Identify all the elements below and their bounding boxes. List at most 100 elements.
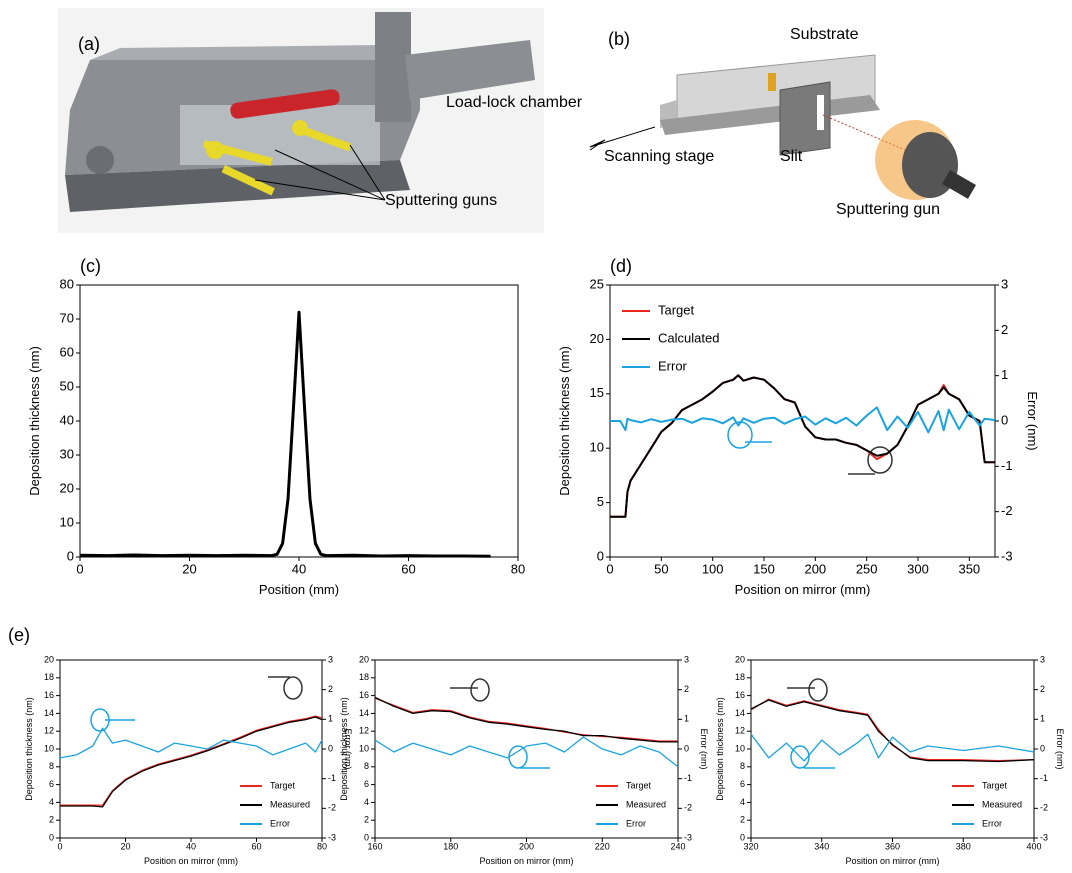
y-tick-label: 40 bbox=[60, 412, 74, 427]
legend-label: Error bbox=[982, 818, 1002, 828]
chamber-render bbox=[58, 8, 544, 233]
x-tick-label: 40 bbox=[292, 561, 306, 576]
y2-tick-label: 2 bbox=[1040, 684, 1045, 694]
data-line bbox=[79, 310, 491, 558]
data-line bbox=[610, 374, 995, 518]
y-tick-label: 16 bbox=[359, 690, 369, 700]
y-tick-label: 2 bbox=[740, 815, 745, 825]
data-line bbox=[60, 716, 323, 808]
x-tick-label: 150 bbox=[753, 561, 775, 576]
annotation: Sputtering gun bbox=[836, 201, 940, 218]
y-tick-label: 12 bbox=[44, 726, 54, 736]
data-line bbox=[610, 406, 996, 434]
data-line bbox=[374, 697, 678, 742]
y-tick-label: 0 bbox=[49, 832, 54, 842]
y2-tick-label: -2 bbox=[684, 803, 692, 813]
y-tick-label: 50 bbox=[60, 378, 74, 393]
data-line bbox=[60, 715, 323, 806]
panel-label: (c) bbox=[80, 256, 101, 276]
y2-tick-label: -2 bbox=[1001, 503, 1013, 518]
y2-tick-label: 3 bbox=[684, 654, 689, 664]
y-tick-label: 20 bbox=[359, 654, 369, 664]
y2-tick-label: 3 bbox=[1001, 276, 1008, 291]
panel-label: (a) bbox=[78, 34, 100, 54]
panel-label: (e) bbox=[8, 625, 30, 645]
legend-label: Measured bbox=[626, 799, 666, 809]
y-tick-label: 14 bbox=[735, 708, 745, 718]
legend-label: Target bbox=[626, 780, 652, 790]
y-tick-label: 18 bbox=[359, 672, 369, 682]
y-tick-label: 12 bbox=[735, 726, 745, 736]
x-axis-label: Position on mirror (mm) bbox=[479, 856, 573, 866]
legend-label: Error bbox=[270, 818, 290, 828]
y-tick-label: 10 bbox=[60, 514, 74, 529]
y-tick-label: 30 bbox=[60, 446, 74, 461]
data-line bbox=[374, 696, 678, 743]
y-tick-label: 20 bbox=[60, 480, 74, 495]
y-tick-label: 2 bbox=[49, 815, 54, 825]
y-tick-label: 60 bbox=[60, 344, 74, 359]
x-axis-label: Position (mm) bbox=[259, 582, 339, 597]
x-tick-label: 320 bbox=[743, 841, 758, 851]
y-tick-label: 0 bbox=[597, 548, 604, 563]
x-tick-label: 360 bbox=[885, 841, 900, 851]
data-line bbox=[750, 698, 1035, 762]
y2-axis-label: Error (nm) bbox=[1025, 391, 1040, 450]
y2-tick-label: 0 bbox=[328, 743, 333, 753]
x-tick-label: 60 bbox=[401, 561, 415, 576]
y-tick-label: 4 bbox=[364, 797, 369, 807]
y-tick-label: 14 bbox=[44, 708, 54, 718]
legend-label: Measured bbox=[270, 799, 310, 809]
y-tick-label: 18 bbox=[735, 672, 745, 682]
y2-tick-label: 1 bbox=[1040, 714, 1045, 724]
x-tick-label: 400 bbox=[1026, 841, 1041, 851]
x-tick-label: 300 bbox=[907, 561, 929, 576]
panel-label: (b) bbox=[608, 29, 630, 49]
legend-label: Target bbox=[270, 780, 296, 790]
y-tick-label: 20 bbox=[590, 331, 604, 346]
y2-axis-label: Error (nm) bbox=[699, 729, 709, 770]
y-tick-label: 10 bbox=[735, 743, 745, 753]
legend-label: Calculated bbox=[658, 330, 719, 345]
y-tick-label: 10 bbox=[590, 440, 604, 455]
y-tick-label: 8 bbox=[740, 761, 745, 771]
y-tick-label: 0 bbox=[67, 548, 74, 563]
y-tick-label: 15 bbox=[590, 385, 604, 400]
y2-tick-label: 2 bbox=[328, 684, 333, 694]
y2-axis-label: Error (nm) bbox=[343, 729, 353, 770]
y-tick-label: 25 bbox=[590, 276, 604, 291]
x-tick-label: 100 bbox=[702, 561, 724, 576]
legend-label: Error bbox=[626, 818, 646, 828]
y2-tick-label: 0 bbox=[1040, 743, 1045, 753]
y2-tick-label: 1 bbox=[328, 714, 333, 724]
data-line bbox=[750, 733, 1035, 762]
y-tick-label: 4 bbox=[740, 797, 745, 807]
y-tick-label: 16 bbox=[44, 690, 54, 700]
data-line bbox=[59, 727, 323, 759]
x-tick-label: 20 bbox=[120, 841, 130, 851]
plot-frame bbox=[59, 659, 323, 839]
y2-tick-label: -1 bbox=[684, 773, 692, 783]
y2-tick-label: 0 bbox=[1001, 412, 1008, 427]
x-tick-label: 250 bbox=[856, 561, 878, 576]
data-line bbox=[750, 699, 1035, 763]
annotation: Substrate bbox=[790, 26, 859, 43]
y2-tick-label: -1 bbox=[1040, 773, 1048, 783]
x-tick-label: 0 bbox=[606, 561, 613, 576]
annotation: Load-lock chamber bbox=[446, 94, 583, 111]
x-axis-label: Position on mirror (mm) bbox=[735, 582, 871, 597]
y-tick-label: 0 bbox=[364, 832, 369, 842]
y-axis-label: Deposition thickness (nm) bbox=[715, 697, 725, 801]
y-axis-label: Deposition thickness (nm) bbox=[24, 697, 34, 801]
legend-label: Target bbox=[982, 780, 1008, 790]
x-tick-label: 0 bbox=[57, 841, 62, 851]
y-tick-label: 12 bbox=[359, 726, 369, 736]
y-tick-label: 0 bbox=[740, 832, 745, 842]
y-tick-label: 18 bbox=[44, 672, 54, 682]
y-tick-label: 10 bbox=[359, 743, 369, 753]
x-tick-label: 80 bbox=[511, 561, 525, 576]
y2-tick-label: 3 bbox=[328, 654, 333, 664]
y2-tick-label: -1 bbox=[328, 773, 336, 783]
y2-tick-label: -3 bbox=[1040, 832, 1048, 842]
